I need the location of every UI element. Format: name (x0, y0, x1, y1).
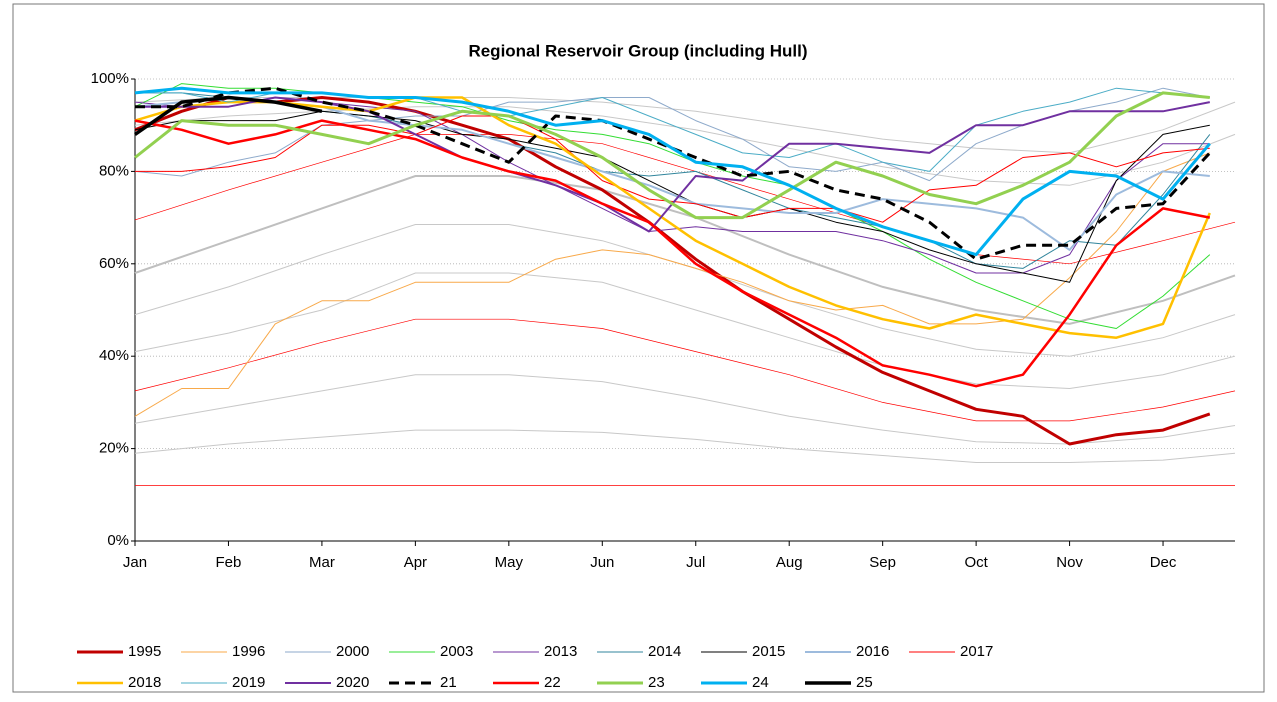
legend-label: 1996 (232, 643, 265, 660)
x-tick-label: Mar (309, 554, 335, 571)
legend-label: 2013 (544, 643, 577, 660)
x-tick-label: Oct (964, 554, 988, 571)
series-line (134, 91, 1210, 220)
legend-label: 2000 (336, 643, 369, 660)
legend-label: 2014 (648, 643, 681, 660)
legend-label: 2016 (856, 643, 889, 660)
legend-label: 2003 (440, 643, 473, 660)
y-tick-label: 40% (99, 347, 129, 364)
legend-label: 21 (440, 674, 457, 691)
x-tick-label: May (495, 554, 524, 571)
y-tick-label: 0% (107, 532, 129, 549)
legend-label: 2017 (960, 643, 993, 660)
series-line (135, 115, 1210, 223)
legend-label: 23 (648, 674, 665, 691)
series-line (134, 86, 1211, 257)
legend-label: 24 (752, 674, 769, 691)
legend-label: 2019 (232, 674, 265, 691)
reference-line (134, 429, 1236, 463)
legend-label: 2015 (752, 643, 785, 660)
y-tick-label: 60% (99, 255, 129, 272)
series-line (134, 96, 1211, 339)
y-tick-label: 20% (99, 440, 129, 457)
y-tick-label: 100% (91, 70, 129, 87)
reference-line (134, 318, 1236, 422)
x-tick-label: Dec (1150, 554, 1177, 571)
x-tick-label: Sep (869, 554, 896, 571)
series-line (134, 152, 1210, 417)
x-tick-label: Jun (590, 554, 614, 571)
legend-label: 25 (856, 674, 873, 691)
series-line (134, 110, 1210, 283)
x-tick-label: Apr (404, 554, 427, 571)
x-tick-label: Feb (216, 554, 242, 571)
series-line (134, 95, 323, 136)
chart-border (12, 3, 1265, 693)
x-tick-label: Aug (776, 554, 803, 571)
x-tick-label: Nov (1056, 554, 1083, 571)
series-line (134, 119, 1211, 388)
legend-label: 2018 (128, 674, 161, 691)
chart-title: Regional Reservoir Group (including Hull… (468, 41, 807, 60)
reference-line (134, 272, 1236, 390)
legend-label: 22 (544, 674, 561, 691)
y-tick-label: 80% (99, 162, 129, 179)
x-tick-label: Jan (123, 554, 147, 571)
x-tick-label: Jul (686, 554, 705, 571)
legend-label: 1995 (128, 643, 161, 660)
legend-label: 2020 (336, 674, 369, 691)
